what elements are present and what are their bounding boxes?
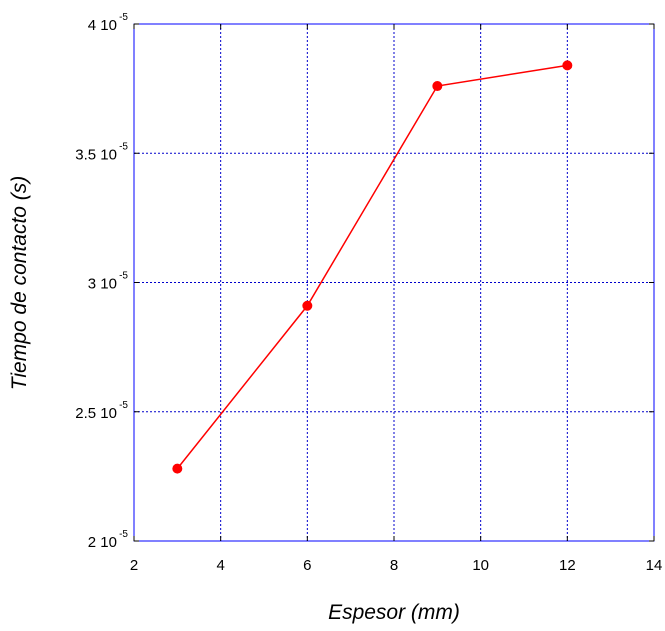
y-tick-exponent: -5 [119, 271, 128, 282]
y-tick-label: -54 10 [88, 12, 129, 34]
y-tick-mantissa: 2.5 10 [75, 405, 117, 422]
data-point [302, 300, 313, 311]
y-tick-label: -53.5 10 [75, 141, 128, 163]
data-point [562, 60, 573, 71]
x-tick-label: 8 [390, 557, 398, 574]
y-tick-label: -52.5 10 [75, 400, 128, 422]
y-tick-exponent: -5 [119, 12, 128, 23]
x-tick-label: 6 [303, 557, 311, 574]
y-tick-mantissa: 3.5 10 [75, 146, 117, 163]
x-tick-label: 10 [472, 557, 489, 574]
y-tick-labels: -52 10-52.5 10-53 10-53.5 10-54 10 [75, 12, 128, 551]
y-tick-mantissa: 4 10 [88, 17, 117, 34]
x-tick-label: 12 [559, 557, 576, 574]
y-tick-mantissa: 2 10 [88, 534, 117, 551]
data-series [172, 60, 573, 474]
data-point [432, 81, 443, 92]
data-point [172, 463, 183, 474]
y-tick-exponent: -5 [119, 529, 128, 540]
x-axis-label: Espesor (mm) [328, 601, 460, 624]
x-tick-labels: 2 4 6 8 10 12 14 [130, 557, 663, 574]
y-tick-mantissa: 3 10 [88, 276, 117, 293]
y-tick-label: -53 10 [88, 271, 129, 293]
x-tick-label: 2 [130, 557, 138, 574]
y-axis-label: Tiempo de contacto (s) [8, 176, 31, 391]
grid-lines [134, 24, 654, 541]
x-tick-label: 4 [216, 557, 224, 574]
series-line [176, 64, 568, 470]
tick-marks [133, 23, 655, 542]
x-tick-label: 14 [646, 557, 663, 574]
y-tick-label: -52 10 [88, 529, 129, 551]
y-tick-exponent: -5 [119, 400, 128, 411]
y-tick-exponent: -5 [119, 141, 128, 152]
